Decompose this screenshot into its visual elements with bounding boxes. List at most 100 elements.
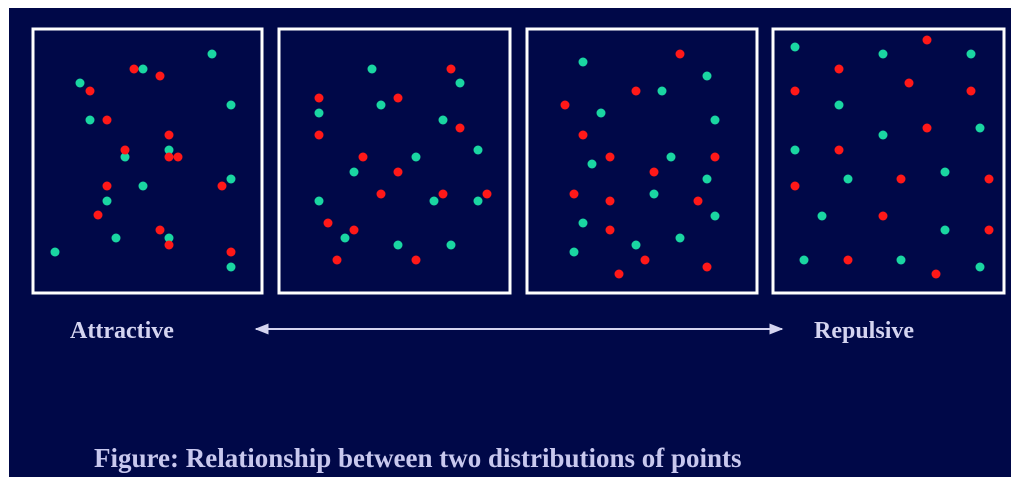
- green-point: [790, 42, 800, 52]
- green-point: [940, 167, 950, 177]
- green-point: [596, 108, 606, 118]
- red-point: [710, 152, 720, 162]
- green-point: [657, 86, 667, 96]
- red-point: [102, 115, 112, 125]
- red-point: [411, 255, 421, 265]
- red-point: [693, 196, 703, 206]
- green-point: [314, 108, 324, 118]
- red-point: [85, 86, 95, 96]
- panel: [771, 27, 1006, 295]
- green-point: [102, 196, 112, 206]
- red-point: [226, 247, 236, 257]
- red-point: [984, 225, 994, 235]
- green-point: [429, 196, 439, 206]
- red-point: [649, 167, 659, 177]
- red-point: [966, 86, 976, 96]
- red-point: [569, 189, 579, 199]
- green-point: [975, 262, 985, 272]
- green-point: [226, 174, 236, 184]
- green-point: [349, 167, 359, 177]
- red-point: [129, 64, 139, 74]
- green-point: [878, 49, 888, 59]
- red-point: [164, 130, 174, 140]
- green-point: [790, 145, 800, 155]
- green-point: [710, 211, 720, 221]
- red-point: [349, 225, 359, 235]
- red-point: [560, 100, 570, 110]
- red-point: [922, 35, 932, 45]
- red-point: [314, 130, 324, 140]
- green-point: [446, 240, 456, 250]
- left-label: Attractive: [70, 318, 174, 344]
- green-point: [569, 247, 579, 257]
- red-point: [984, 174, 994, 184]
- red-point: [314, 93, 324, 103]
- red-point: [173, 152, 183, 162]
- green-point: [649, 189, 659, 199]
- green-point: [340, 233, 350, 243]
- green-point: [207, 49, 217, 59]
- green-point: [587, 159, 597, 169]
- green-point: [843, 174, 853, 184]
- red-point: [790, 181, 800, 191]
- caption: Figure: Relationship between two distrib…: [94, 443, 742, 473]
- red-point: [217, 181, 227, 191]
- red-point: [164, 240, 174, 250]
- panels: [31, 27, 1006, 295]
- green-point: [966, 49, 976, 59]
- red-point: [675, 49, 685, 59]
- green-point: [817, 211, 827, 221]
- green-point: [473, 196, 483, 206]
- red-point: [482, 189, 492, 199]
- green-point: [226, 100, 236, 110]
- red-point: [904, 78, 914, 88]
- red-point: [446, 64, 456, 74]
- right-label: Repulsive: [814, 318, 914, 344]
- green-point: [702, 71, 712, 81]
- green-point: [578, 218, 588, 228]
- green-point: [376, 100, 386, 110]
- red-point: [102, 181, 112, 191]
- red-point: [455, 123, 465, 133]
- green-point: [473, 145, 483, 155]
- red-point: [93, 210, 103, 220]
- green-point: [702, 174, 712, 184]
- red-point: [155, 225, 165, 235]
- green-point: [834, 100, 844, 110]
- red-point: [120, 145, 130, 155]
- red-point: [393, 93, 403, 103]
- green-point: [367, 64, 377, 74]
- green-point: [411, 152, 421, 162]
- points: [50, 35, 994, 279]
- red-point: [393, 167, 403, 177]
- panel: [525, 27, 759, 295]
- green-point: [975, 123, 985, 133]
- red-point: [155, 71, 165, 81]
- green-point: [164, 145, 174, 155]
- green-point: [799, 255, 809, 265]
- red-point: [790, 86, 800, 96]
- green-point: [631, 240, 641, 250]
- green-point: [675, 233, 685, 243]
- red-point: [332, 255, 342, 265]
- red-point: [843, 255, 853, 265]
- green-point: [393, 240, 403, 250]
- red-point: [878, 211, 888, 221]
- green-point: [578, 57, 588, 67]
- red-point: [164, 152, 174, 162]
- green-point: [164, 233, 174, 243]
- red-point: [834, 64, 844, 74]
- green-point: [710, 115, 720, 125]
- green-point: [85, 115, 95, 125]
- red-point: [614, 269, 624, 279]
- red-point: [640, 255, 650, 265]
- green-point: [226, 262, 236, 272]
- red-point: [438, 189, 448, 199]
- green-point: [314, 196, 324, 206]
- red-point: [376, 189, 386, 199]
- red-point: [605, 152, 615, 162]
- red-point: [896, 174, 906, 184]
- red-point: [605, 196, 615, 206]
- red-point: [834, 145, 844, 155]
